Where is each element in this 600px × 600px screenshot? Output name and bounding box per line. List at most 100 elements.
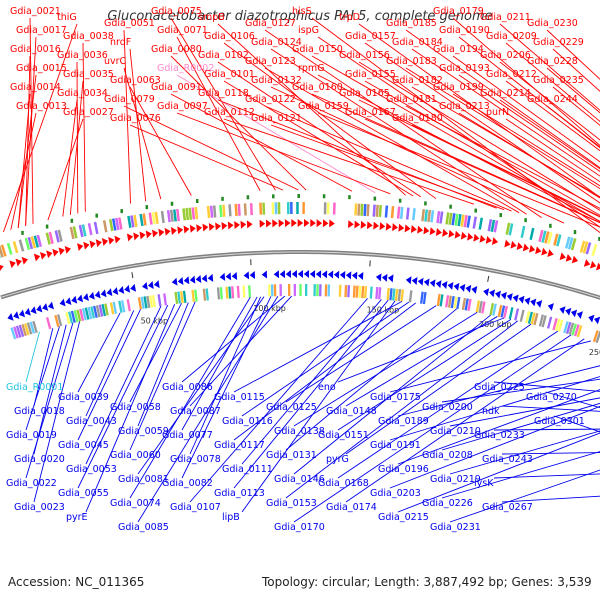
gene-label[interactable]: Gdia_0174	[326, 502, 377, 513]
gene-label[interactable]: pyrG	[326, 454, 349, 465]
gene-label[interactable]: Gdia_0019	[6, 430, 57, 441]
gene-label[interactable]: Gdia_0301	[534, 416, 585, 427]
gene-label[interactable]: Gdia_0082	[162, 478, 213, 489]
gene-label[interactable]: Gdia_0116	[222, 416, 273, 427]
gene-label[interactable]: Gdia_0148	[326, 406, 377, 417]
gene-label[interactable]: Gdia_0193	[439, 63, 490, 74]
gene-label[interactable]: Gdia_0155	[345, 69, 396, 80]
gene-label[interactable]: Gdia_0027	[63, 107, 114, 118]
gene-label[interactable]: pyrE	[66, 512, 88, 523]
gene-label[interactable]: Gdia_0213	[439, 101, 490, 112]
gene-label[interactable]: lipB	[222, 512, 240, 523]
gene-label[interactable]: Gdia_0127	[245, 18, 296, 29]
gene-label[interactable]: Gdia_0016	[10, 44, 61, 55]
gene-label[interactable]: Gdia_0131	[266, 450, 317, 461]
gene-label[interactable]: Gdia_0080	[151, 44, 202, 55]
gene-label[interactable]: Gdia_0219	[430, 474, 481, 485]
gene-label[interactable]: Gdia_0190	[439, 25, 490, 36]
gene-label[interactable]: Gdia_0235	[533, 75, 584, 86]
gene-label[interactable]: ndk	[482, 406, 500, 417]
gene-label[interactable]: rpmG	[298, 63, 325, 74]
gene-label[interactable]: Gdia_0081	[118, 474, 169, 485]
gene-label[interactable]: hisS	[292, 6, 312, 17]
gene-label[interactable]: Gdia_0157	[345, 31, 396, 42]
gene-label[interactable]: Gdia_0125	[266, 402, 317, 413]
gene-label[interactable]: Gdia_0206	[480, 50, 531, 61]
gene-label[interactable]: Gdia_0179	[433, 6, 484, 17]
gene-label[interactable]: Gdia_0215	[378, 512, 429, 523]
gene-label[interactable]: Gdia_0115	[214, 392, 265, 403]
gene-label[interactable]: Gdia_0059	[118, 426, 169, 437]
gene-label[interactable]: Gdia_0229	[533, 37, 584, 48]
gene-label[interactable]: Gdia_0087	[170, 406, 221, 417]
gene-label[interactable]: Gdia_0182	[392, 75, 443, 86]
gene-label[interactable]: Gdia_0156	[339, 50, 390, 61]
gene-label[interactable]: Gdia_0020	[14, 454, 65, 465]
gene-label[interactable]: Gdia_0165	[339, 88, 390, 99]
gene-label[interactable]: ispG	[298, 25, 319, 36]
gene-label[interactable]: Gdia_0106	[204, 31, 255, 42]
gene-label[interactable]: Gdia_0228	[527, 56, 578, 67]
gene-label[interactable]: Gdia_0151	[318, 430, 369, 441]
gene-label[interactable]: Gdia_0184	[392, 37, 443, 48]
gene-label[interactable]: Gdia_R0001	[6, 382, 63, 393]
gene-label[interactable]: Gdia_0200	[422, 402, 473, 413]
gene-label[interactable]: Gdia_0138	[274, 426, 325, 437]
gene-label[interactable]: Gdia_0159	[298, 101, 349, 112]
gene-label[interactable]: Gdia_0203	[370, 488, 421, 499]
gene-label[interactable]: Gdia_0196	[378, 464, 429, 475]
gene-label[interactable]: Gdia_0038	[63, 31, 114, 42]
gene-label[interactable]: Gdia_0124	[251, 37, 302, 48]
gene-label[interactable]: Gdia_0055	[58, 488, 109, 499]
gene-label[interactable]: Gdia_0015	[16, 63, 67, 74]
gene-label[interactable]: smpB	[198, 12, 225, 23]
gene-label[interactable]: Gdia_0107	[170, 502, 221, 513]
gene-label[interactable]: Gdia_0168	[318, 478, 369, 489]
gene-label[interactable]: Gdia_0051	[104, 18, 155, 29]
gene-label[interactable]: Gdia_0018	[14, 406, 65, 417]
gene-label[interactable]: Gdia_0181	[386, 94, 437, 105]
gene-label[interactable]: Gdia_0091	[151, 82, 202, 93]
gene-label[interactable]: Gdia_0214	[480, 88, 531, 99]
gene-label[interactable]: Gdia_0123	[245, 56, 296, 67]
gene-label[interactable]: Gdia_0058	[110, 402, 161, 413]
gene-label[interactable]: Gdia_0013	[16, 101, 67, 112]
gene-label[interactable]: Gdia_0150	[292, 44, 343, 55]
gene-label[interactable]: Gdia_0194	[433, 44, 484, 55]
gene-label[interactable]: Gdia_0243	[482, 454, 533, 465]
gene-label[interactable]: Gdia_0077	[162, 430, 213, 441]
gene-label[interactable]: Gdia_0225	[474, 382, 525, 393]
gene-label[interactable]: Gdia_0132	[251, 75, 302, 86]
gene-label[interactable]: Gdia_0071	[157, 25, 208, 36]
gene-label[interactable]: Gdia_0209	[486, 31, 537, 42]
gene-label[interactable]: Gdia_0233	[474, 430, 525, 441]
gene-label[interactable]: Gdia_0113	[214, 488, 265, 499]
gene-label[interactable]: Gdia_0045	[58, 440, 109, 451]
gene-label[interactable]: Gdia_0036	[57, 50, 108, 61]
gene-label[interactable]: Gdia_0014	[10, 82, 61, 93]
gene-label[interactable]: Gdia_0146	[274, 474, 325, 485]
gene-label[interactable]: purN	[486, 107, 509, 118]
gene-label[interactable]: Gdia_0170	[274, 522, 325, 533]
gene-label[interactable]: eno	[318, 382, 336, 393]
gene-label[interactable]: Gdia_0160	[292, 82, 343, 93]
gene-label[interactable]: nrdF	[110, 37, 131, 48]
gene-label[interactable]: Gdia_0270	[526, 392, 577, 403]
gene-label[interactable]: Gdia_0175	[370, 392, 421, 403]
gene-label[interactable]: Gdia_0111	[222, 464, 273, 475]
gene-label[interactable]: Gdia_0043	[66, 416, 117, 427]
gene-label[interactable]: Gdia_0021	[10, 6, 61, 17]
gene-label[interactable]: Gdia_0039	[58, 392, 109, 403]
gene-label[interactable]: Gdia_0101	[204, 69, 255, 80]
gene-label[interactable]: Gdia_0085	[118, 522, 169, 533]
gene-label[interactable]: Gdia_0060	[110, 450, 161, 461]
gene-label[interactable]: Gdia_0117	[214, 440, 265, 451]
gene-label[interactable]: Gdia_0086	[162, 382, 213, 393]
gene-label[interactable]: Gdia_0210	[430, 426, 481, 437]
gene-label[interactable]: Gdia_0063	[110, 75, 161, 86]
gene-label[interactable]: Gdia_0180	[392, 113, 443, 124]
gene-label[interactable]: Gdia_0211	[480, 12, 531, 23]
gene-label[interactable]: Gdia_0230	[527, 18, 578, 29]
gene-label[interactable]: Gdia_0078	[170, 454, 221, 465]
gene-label[interactable]: Gdia_0076	[110, 113, 161, 124]
